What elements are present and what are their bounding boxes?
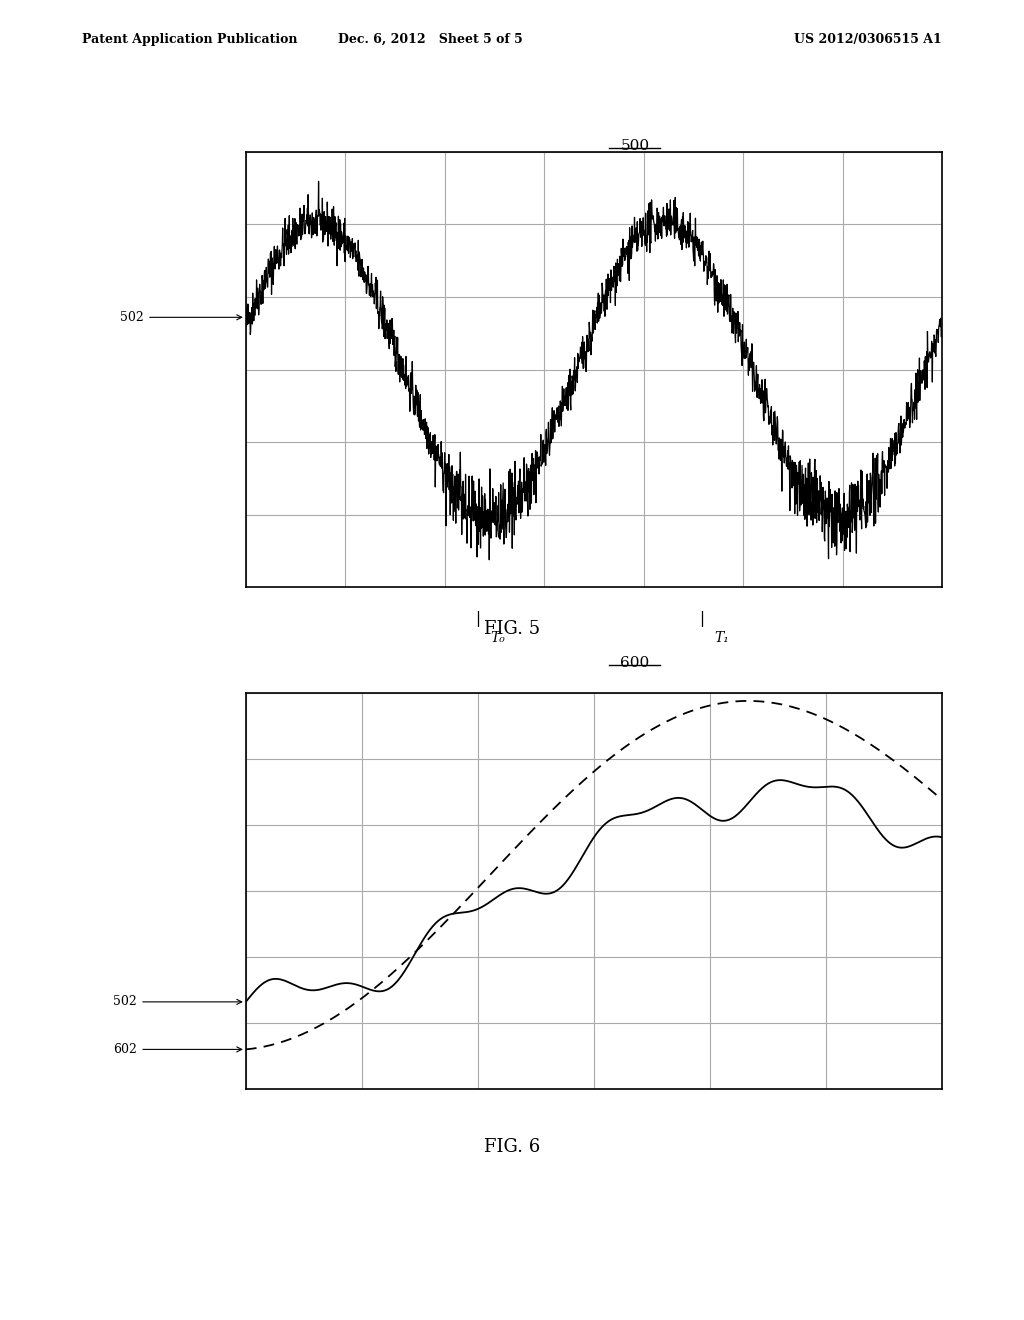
Text: |: | (699, 611, 705, 627)
Text: 600: 600 (621, 656, 649, 671)
Text: Dec. 6, 2012   Sheet 5 of 5: Dec. 6, 2012 Sheet 5 of 5 (338, 33, 522, 46)
Text: FIG. 5: FIG. 5 (484, 620, 540, 639)
Text: T₀: T₀ (489, 631, 505, 645)
Text: Patent Application Publication: Patent Application Publication (82, 33, 297, 46)
Text: 502: 502 (121, 310, 242, 323)
Text: FIG. 6: FIG. 6 (484, 1138, 540, 1156)
Text: 500: 500 (621, 139, 649, 153)
Text: |: | (475, 611, 480, 627)
Text: T₁: T₁ (714, 631, 729, 645)
Text: 502: 502 (114, 995, 242, 1008)
Text: US 2012/0306515 A1: US 2012/0306515 A1 (795, 33, 942, 46)
Text: 602: 602 (114, 1043, 242, 1056)
